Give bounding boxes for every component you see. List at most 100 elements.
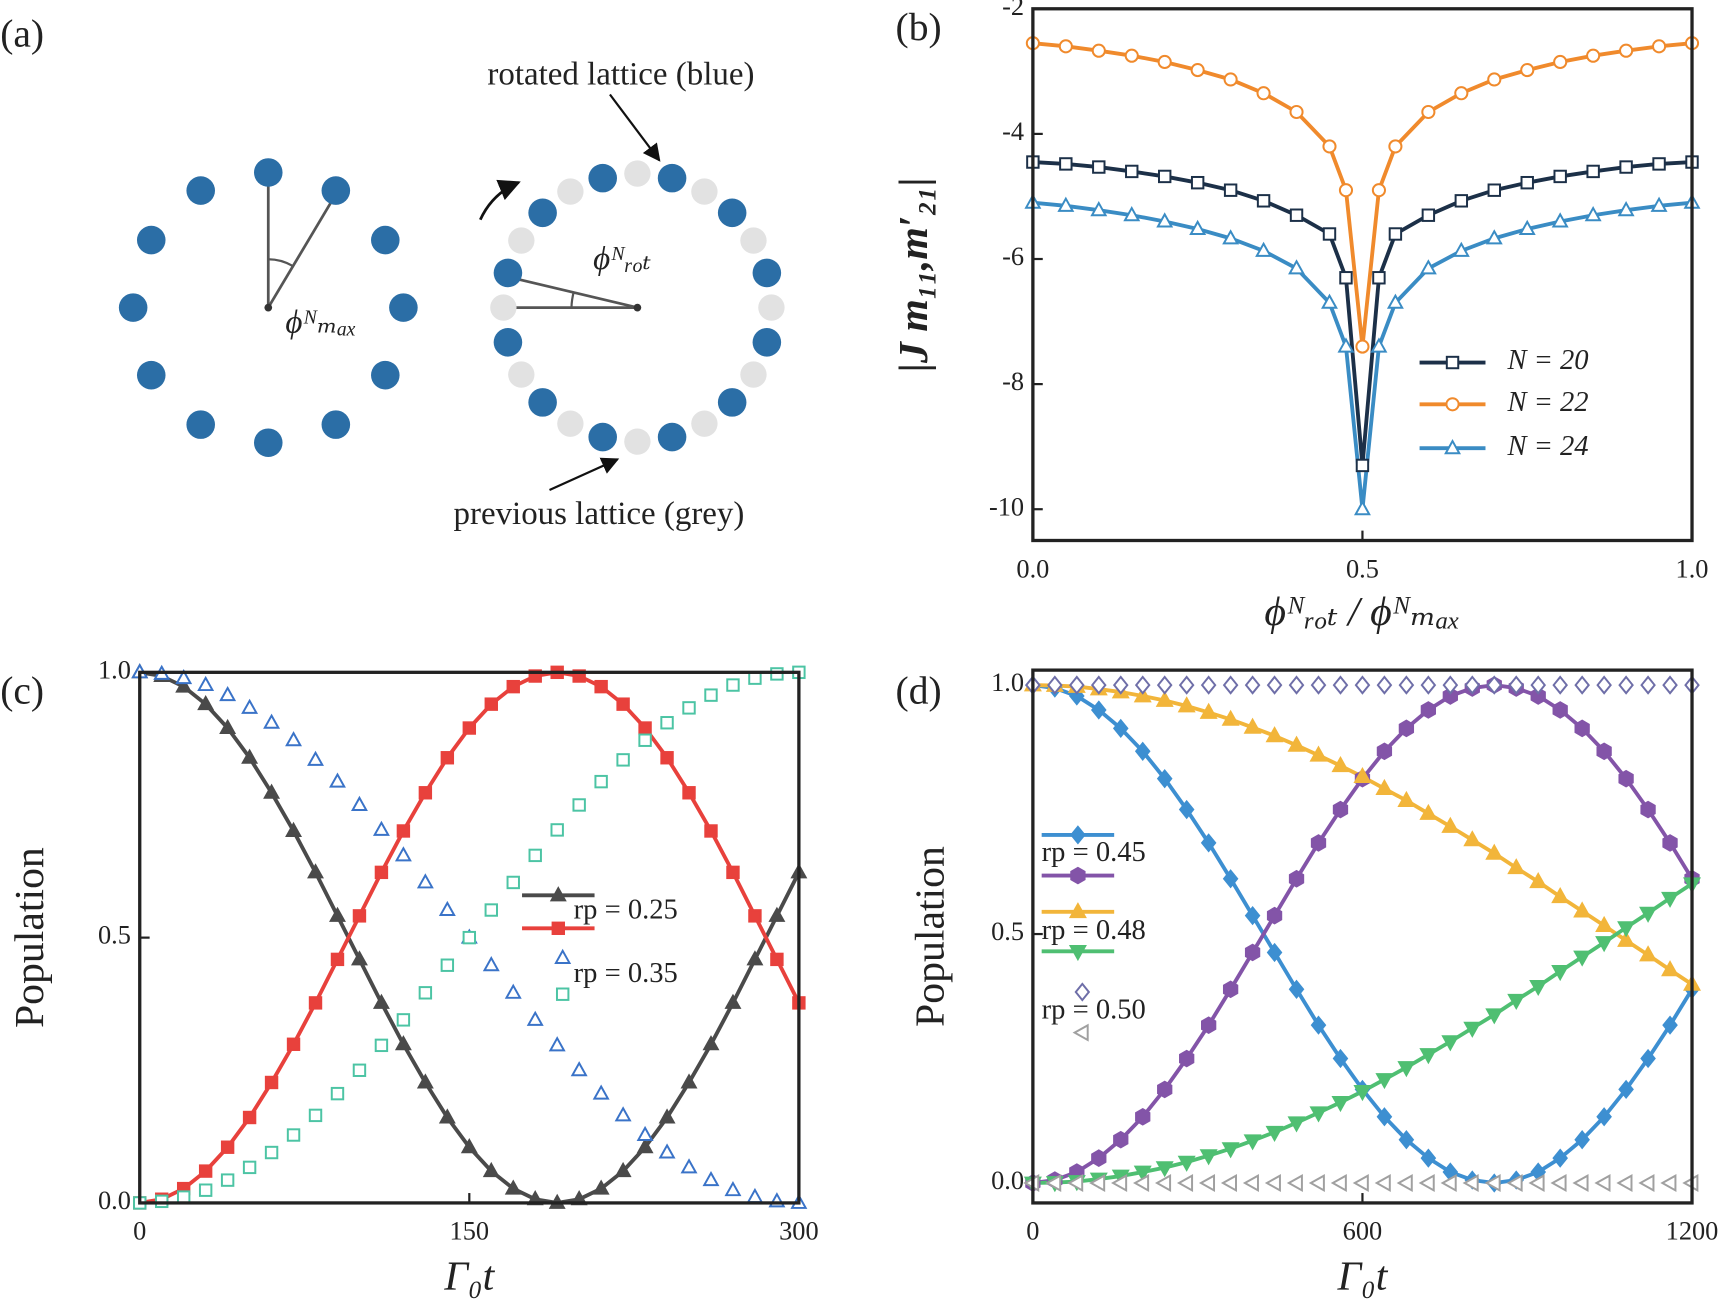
previous-site [490, 294, 517, 321]
marker [746, 950, 764, 966]
marker [528, 669, 542, 683]
marker [1354, 675, 1371, 695]
marker [1222, 869, 1239, 889]
marker [1573, 901, 1592, 918]
marker [263, 713, 281, 729]
marker [352, 909, 367, 923]
panel-label: (d) [896, 668, 942, 712]
y-tick-label: 1.0 [98, 655, 131, 684]
marker [1331, 1095, 1350, 1113]
rotated-site [493, 328, 523, 357]
marker [394, 846, 412, 862]
marker [680, 1158, 698, 1174]
y-axis-label: Population [7, 847, 53, 1028]
marker [1308, 1174, 1325, 1193]
center [264, 303, 273, 312]
rotated-site [493, 258, 523, 288]
marker [1618, 675, 1634, 695]
marker [616, 753, 630, 767]
marker [504, 1179, 522, 1195]
marker [220, 1173, 235, 1187]
marker [1124, 48, 1139, 63]
marker [1573, 950, 1592, 967]
marker [1045, 1174, 1062, 1193]
marker [550, 823, 564, 837]
y-axis-label: Population [908, 846, 954, 1027]
marker [572, 669, 586, 683]
marker [307, 863, 324, 879]
marker [1309, 1106, 1328, 1123]
marker [1220, 1174, 1237, 1193]
marker [1485, 229, 1503, 245]
marker [594, 774, 608, 789]
marker [528, 848, 542, 863]
previous-site [691, 410, 718, 437]
marker [1287, 735, 1306, 752]
marker [1176, 1174, 1194, 1193]
marker [1421, 104, 1436, 120]
marker [1265, 1125, 1284, 1142]
marker [1135, 1107, 1151, 1126]
marker [374, 865, 389, 880]
marker [372, 993, 390, 1009]
y-tick-label: -10 [989, 492, 1024, 521]
marker [704, 688, 718, 702]
marker [1594, 1174, 1611, 1193]
previous-site [691, 178, 718, 205]
marker [1289, 104, 1304, 120]
marker [440, 958, 455, 972]
marker [1371, 183, 1386, 198]
marker [702, 1170, 720, 1187]
marker [1125, 164, 1139, 179]
marker [1332, 1048, 1349, 1069]
marker [1092, 160, 1106, 174]
x-tick-label: 0 [133, 1217, 146, 1246]
marker [1552, 701, 1568, 719]
marker [372, 820, 390, 836]
marker [1440, 1174, 1457, 1193]
marker [1530, 675, 1547, 695]
angle-ray [267, 192, 338, 309]
marker [1200, 1016, 1217, 1034]
marker [1397, 790, 1416, 807]
marker [1288, 869, 1305, 888]
marker [1337, 337, 1355, 353]
marker [308, 996, 323, 1010]
marker [1420, 675, 1437, 695]
marker [1452, 241, 1470, 257]
marker [1133, 686, 1152, 703]
lattice-site [253, 158, 283, 187]
marker [1396, 1174, 1413, 1193]
marker [506, 875, 520, 890]
marker [1596, 675, 1612, 695]
marker [418, 986, 433, 1000]
marker [285, 731, 303, 747]
marker [1551, 212, 1569, 228]
marker [636, 1125, 654, 1142]
y-tick-label: -6 [1002, 242, 1024, 271]
marker [1586, 164, 1600, 179]
marker [658, 1143, 676, 1159]
marker [660, 751, 674, 765]
marker [1441, 816, 1460, 833]
marker [1244, 675, 1261, 695]
marker [1662, 675, 1678, 695]
marker [1639, 945, 1658, 962]
marker [1177, 696, 1196, 713]
series-line [1032, 41, 1693, 347]
marker [1178, 799, 1195, 820]
marker [418, 786, 433, 800]
marker [1072, 1023, 1089, 1042]
marker [1420, 701, 1437, 719]
marker [1091, 43, 1106, 58]
marker [1661, 960, 1680, 977]
marker [242, 1110, 257, 1125]
marker [330, 1086, 345, 1101]
marker [1266, 942, 1283, 963]
marker [1222, 229, 1240, 245]
marker [1595, 915, 1614, 932]
marker [374, 1038, 389, 1053]
rotated-site [752, 258, 782, 288]
marker [1454, 86, 1469, 101]
